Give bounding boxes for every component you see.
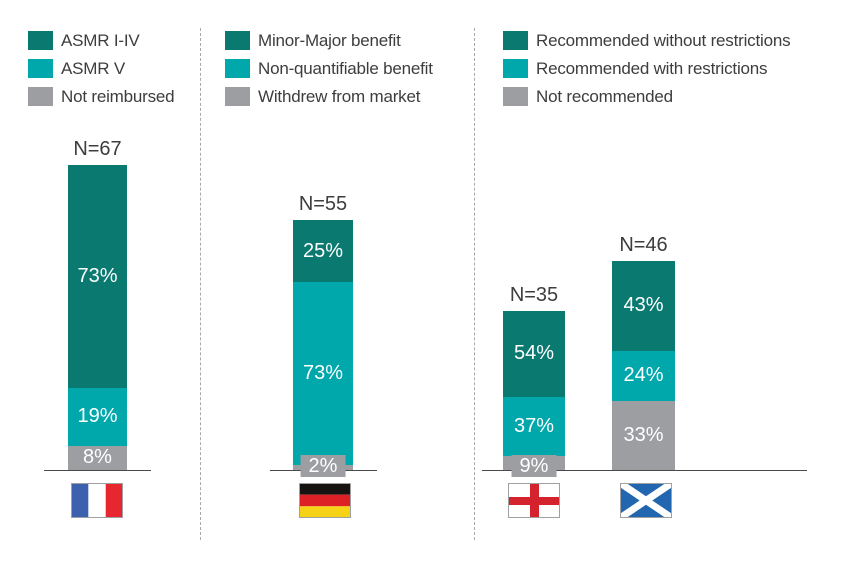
legend-item: Not reimbursed [28, 86, 175, 106]
segment-value-label: 54% [513, 342, 555, 365]
segment-value-label: 33% [623, 423, 664, 446]
segment-value-label: 2% [300, 454, 346, 477]
legend-label: Withdrew from market [258, 86, 421, 106]
bar-segment-neutral: 9% [503, 454, 565, 477]
bar-segment-neutral: 8% [68, 445, 127, 470]
segment-value-label: 9% [511, 454, 557, 477]
segment-value-label: 37% [513, 414, 555, 437]
segment-value-label: 8% [83, 446, 112, 469]
legend-swatch-neutral-icon [503, 87, 528, 106]
bar-segment-secondary: 73% [293, 282, 353, 465]
legend-swatch-neutral-icon [225, 87, 250, 106]
legend-item: Non-quantifiable benefit [225, 59, 433, 78]
legend-label: ASMR I-IV [61, 30, 140, 50]
segment-value-label: 19% [77, 405, 118, 428]
legend-label: Not recommended [536, 86, 673, 106]
legend-label: Recommended with restrictions [536, 58, 768, 78]
legend-swatch-primary-icon [225, 31, 250, 50]
flag-france-icon [71, 483, 123, 518]
bar-scotland: N=46 43% 24% 33% [612, 234, 675, 470]
legend-label: Recommended without restrictions [536, 30, 791, 50]
legend-label: Not reimbursed [61, 86, 175, 106]
bar-n-label: N=67 [73, 138, 122, 161]
segment-value-label: 24% [623, 364, 664, 387]
bar-germany: N=55 25% 73% 2% [293, 193, 353, 477]
axis-baseline-france [44, 470, 151, 471]
bar-france: N=67 73% 19% 8% [68, 138, 127, 470]
legend-germany: Minor-Major benefit Non-quantifiable ben… [225, 31, 433, 106]
legend-item: Recommended without restrictions [503, 30, 791, 50]
section-divider-2 [474, 28, 475, 540]
legend-swatch-secondary-icon [225, 59, 250, 78]
legend-item: Recommended with restrictions [503, 59, 790, 78]
bar-segment-secondary: 19% [68, 387, 127, 446]
legend-item: Not recommended [503, 87, 790, 106]
legend-swatch-primary-icon [503, 31, 528, 50]
bar-n-label: N=35 [509, 283, 559, 306]
legend-france: ASMR I-IV ASMR V Not reimbursed [28, 31, 175, 106]
legend-label: Minor-Major benefit [258, 30, 401, 50]
flag-germany-icon [299, 483, 351, 518]
bar-segment-secondary: 37% [503, 396, 565, 456]
legend-item: Minor-Major benefit [225, 31, 433, 50]
axis-baseline-england-scotland [482, 470, 807, 471]
bar-n-label: N=55 [298, 192, 348, 215]
legend-item: ASMR I-IV [28, 31, 174, 50]
bar-segment-neutral: 2% [293, 454, 353, 477]
legend-label: ASMR V [61, 58, 125, 78]
legend-label: Non-quantifiable benefit [258, 58, 433, 78]
legend-item: ASMR V [28, 59, 174, 78]
bar-segment-primary: 43% [612, 260, 675, 351]
segment-value-label: 73% [302, 362, 344, 385]
legend-swatch-secondary-icon [28, 59, 53, 78]
legend-swatch-neutral-icon [28, 87, 53, 106]
segment-value-label: 25% [302, 239, 344, 262]
bar-segment-primary: 54% [503, 310, 565, 397]
legend-swatch-secondary-icon [503, 59, 528, 78]
legend-item: Withdrew from market [225, 87, 433, 106]
bar-england: N=35 54% 37% 9% [503, 284, 565, 477]
segment-value-label: 43% [623, 294, 664, 317]
bar-segment-secondary: 24% [612, 350, 675, 401]
legend-england-scotland: Recommended without restrictions Recomme… [503, 30, 791, 106]
bar-segment-primary: 73% [68, 165, 127, 388]
legend-swatch-primary-icon [28, 31, 53, 50]
flag-scotland-icon [620, 483, 672, 518]
bar-n-label: N=46 [619, 233, 668, 256]
segment-value-label: 73% [77, 264, 118, 287]
section-divider-1 [200, 28, 201, 540]
bar-segment-neutral: 33% [612, 400, 675, 470]
bar-segment-primary: 25% [293, 219, 353, 283]
flag-england-icon [508, 483, 560, 518]
